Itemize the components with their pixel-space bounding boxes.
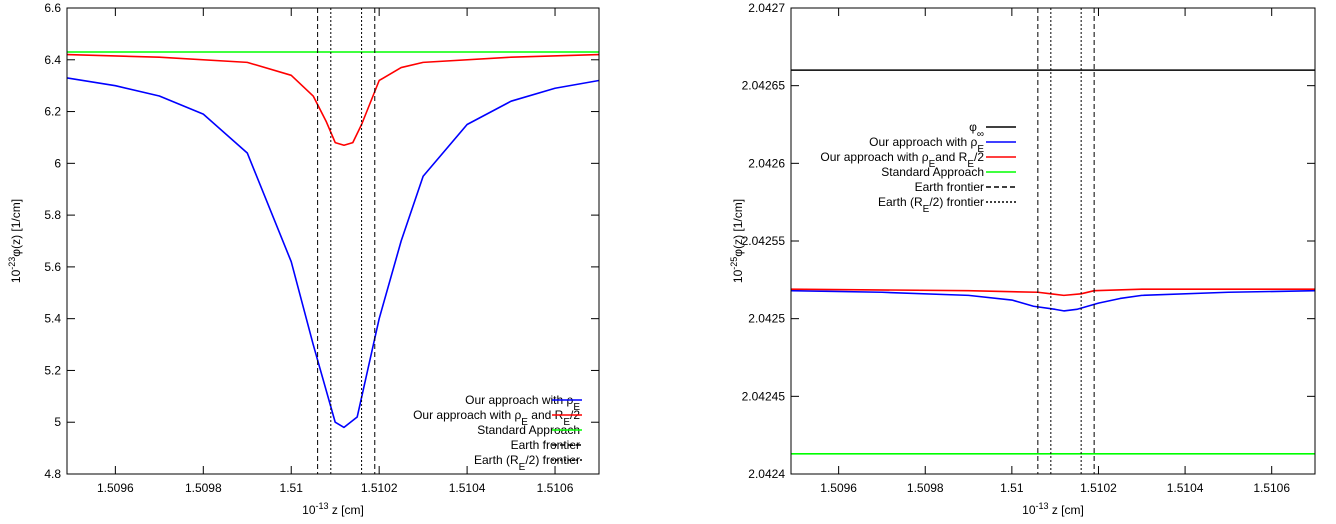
x-tick-label: 1.5104	[449, 481, 486, 495]
x-tick-label: 1.5096	[97, 481, 134, 495]
y-tick-label: 5.6	[44, 260, 61, 274]
y-tick-label: 2.0426	[748, 156, 785, 170]
x-tick-label: 1.5096	[820, 481, 857, 495]
series-2-line	[791, 288, 1315, 297]
y-tick-label: 5.4	[44, 312, 61, 326]
legend-entry-label: Our approach with ρEand RE/2	[820, 150, 984, 170]
legend-entry-label: Standard Approach	[881, 165, 984, 179]
x-tick-label: 1.5102	[1080, 481, 1117, 495]
plot-area	[791, 8, 1315, 474]
x-tick-label: 1.5106	[1253, 481, 1290, 495]
y-tick-label: 6.6	[44, 1, 61, 15]
y-tick-label: 6	[54, 156, 61, 170]
series-1-line	[67, 53, 599, 147]
legend-entry-label: Earth (RE/2) frontier	[474, 453, 580, 473]
series-0-line	[67, 77, 599, 429]
x-tick-label: 1.51	[280, 481, 304, 495]
legend-entry-label: Standard Approach	[477, 423, 580, 437]
x-tick-label: 1.5102	[361, 481, 398, 495]
x-axis-label: 10-13 z [cm]	[302, 501, 364, 517]
y-tick-label: 2.0424	[748, 467, 785, 481]
y-tick-label: 2.04255	[742, 234, 786, 248]
y-axis-label: 10-23φ(z) [1/cm]	[7, 199, 23, 283]
x-tick-label: 1.51	[1000, 481, 1024, 495]
legend-entry-label: φ∞	[969, 120, 984, 140]
y-tick-label: 5.8	[44, 208, 61, 222]
x-tick-label: 1.5106	[537, 481, 574, 495]
y-tick-label: 2.0427	[748, 1, 785, 15]
left-chart: 1.5096 1.5098 1.51 1.5102 1.5104 1.5106 4.8 5 5.…	[7, 1, 600, 517]
plot-area	[67, 8, 599, 474]
legend-entry-label: Our approach with ρE	[869, 135, 984, 155]
series-1-line	[791, 289, 1315, 312]
legend-entry-label: Earth frontier	[915, 180, 984, 194]
x-tick-label: 1.5098	[907, 481, 944, 495]
y-tick-label: 4.8	[44, 467, 61, 481]
legend-entry-label: Our approach with ρE	[465, 393, 580, 413]
x-tick-label: 1.5104	[1167, 481, 1204, 495]
plot-frame	[66, 7, 600, 475]
y-tick-label: 2.04245	[742, 389, 786, 403]
y-tick-label: 5	[54, 415, 61, 429]
legend-entry-label: Earth (RE/2) frontier	[878, 195, 984, 215]
y-tick-label: 2.0425	[748, 312, 785, 326]
plot-frame	[790, 7, 1316, 475]
x-axis-label: 10-13 z [cm]	[1022, 501, 1084, 517]
y-tick-label: 6.4	[44, 53, 61, 67]
x-tick-label: 1.5098	[185, 481, 222, 495]
y-tick-label: 2.04265	[742, 79, 786, 93]
y-tick-label: 5.2	[44, 363, 61, 377]
right-chart: 1.5096 1.5098 1.51 1.5102 1.5104 1.5106 2.0424…	[729, 1, 1316, 517]
y-axis-label: 10-25φ(z) [1/cm]	[729, 199, 745, 283]
y-tick-label: 6.2	[44, 105, 61, 119]
legend-entry-label: Earth frontier	[511, 438, 580, 452]
